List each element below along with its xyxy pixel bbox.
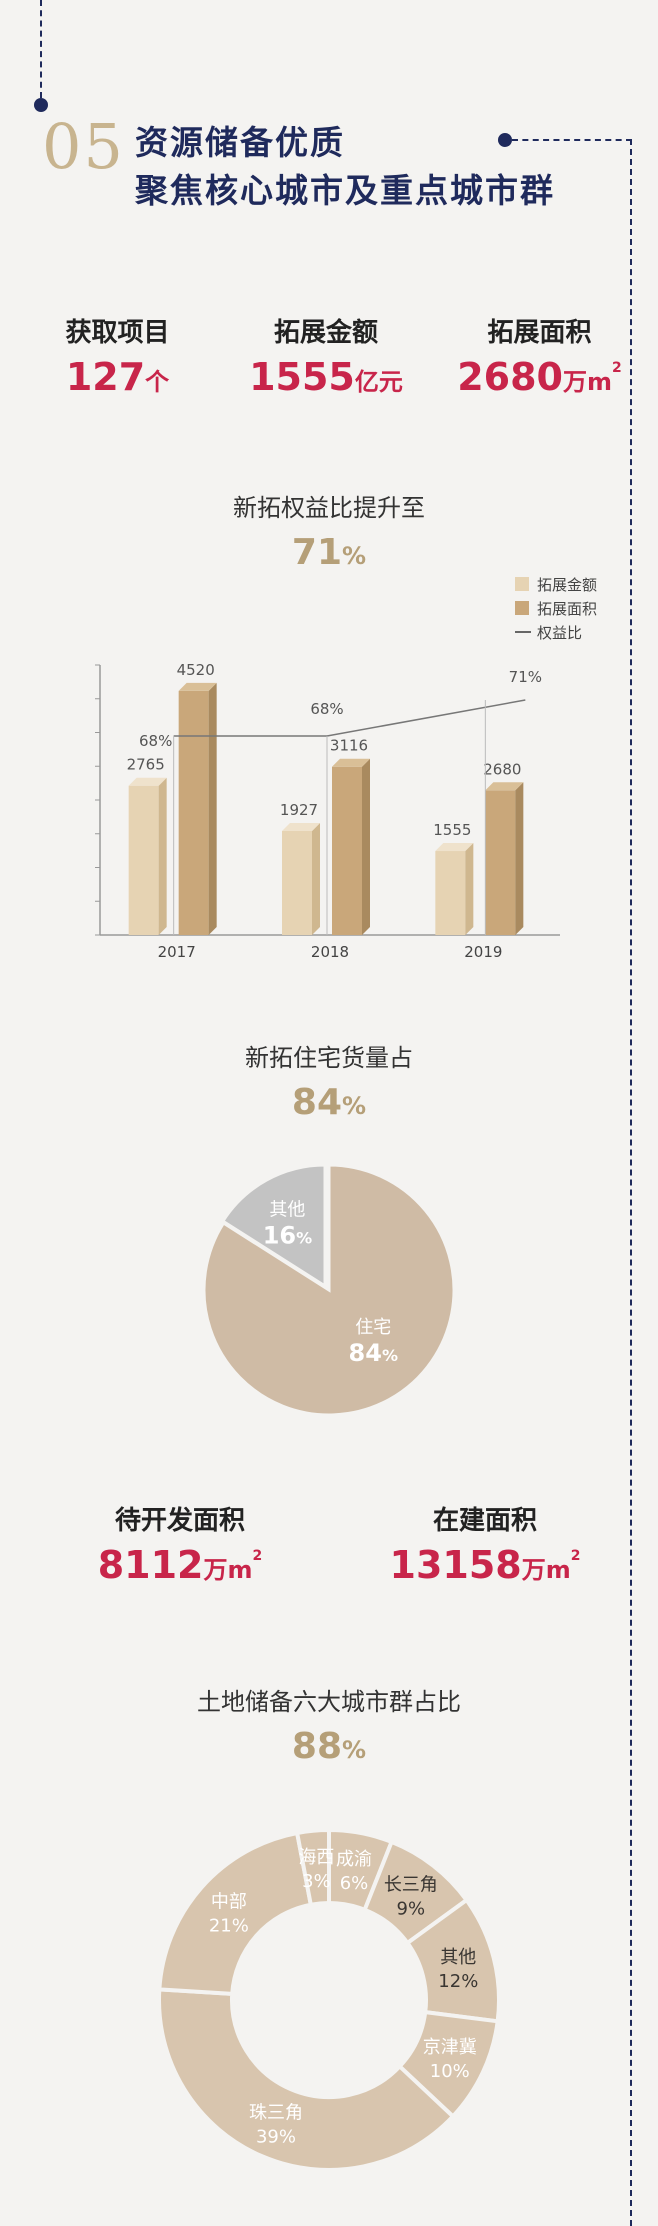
donut-slice-4	[157, 1987, 456, 2172]
donut-value: 39%	[256, 2127, 296, 2148]
bar-side	[208, 682, 217, 935]
pie-label: 住宅	[355, 1317, 391, 1338]
stat-projects: 获取项目 127个	[40, 312, 195, 399]
bar-side	[465, 843, 474, 935]
bar-area-2019	[485, 790, 516, 935]
pie-label: 其他	[269, 1200, 305, 1221]
bar-value-label: 3116	[330, 737, 368, 755]
donut-value: 12%	[438, 1971, 478, 1992]
equity-percent: 71%	[291, 532, 367, 573]
dashed-line-right	[512, 139, 632, 141]
land-percent: 88%	[291, 1726, 367, 1767]
timeline-dot-right	[498, 133, 512, 147]
legend-item-ratio: 权益比	[515, 620, 597, 644]
x-tick-label: 2017	[158, 943, 196, 960]
land-title: 土地储备六大城市群占比	[197, 1688, 461, 1716]
donut-label: 其他	[440, 1947, 476, 1968]
bar-top	[332, 758, 370, 767]
ratio-line	[173, 699, 526, 737]
residential-title: 新拓住宅货量占	[245, 1044, 413, 1072]
bar-side	[515, 782, 524, 935]
residential-percent: 84%	[291, 1082, 367, 1123]
donut-value: 6%	[340, 1873, 369, 1894]
dashed-line-top	[40, 0, 42, 98]
donut-value: 3%	[302, 1871, 331, 1892]
chart-legend: 拓展金额 拓展面积 权益比	[515, 572, 597, 644]
stat-value: 1555亿元	[249, 355, 403, 399]
bar-top	[128, 777, 167, 786]
bar-chart: 2765 4520 2017 1927 3116 2018 1555 2680 2019 68% 6…	[95, 661, 560, 960]
donut-value: 21%	[209, 1916, 249, 1937]
donut-label: 成渝	[336, 1849, 372, 1870]
bar-value-label: 1555	[433, 821, 471, 839]
donut-label: 中部	[211, 1892, 247, 1913]
bar-side	[312, 822, 320, 935]
pie-slice-residential	[202, 1163, 456, 1417]
stat-value: 8112万m2	[97, 1543, 263, 1587]
bar-value-label: 1927	[280, 801, 318, 819]
legend-item-area: 拓展面积	[515, 596, 597, 620]
stat-label: 待开发面积	[114, 1506, 245, 1536]
bar-area-2017	[178, 690, 209, 935]
bar-value-label: 4520	[177, 661, 215, 679]
bar-side	[362, 758, 370, 935]
donut-chart: 成渝 6% 长三角 9% 其他 12% 京津冀 10% 珠三角 39% 中部 21% 海西 3%	[157, 1830, 501, 2172]
stat-label: 拓展面积	[487, 318, 592, 348]
donut-slice-5	[157, 1830, 314, 1997]
bar-top	[435, 843, 474, 852]
bar-amount-2019	[435, 851, 466, 935]
timeline-dot-left	[34, 98, 48, 112]
stat-area: 拓展面积 2680万m2	[452, 312, 627, 399]
stat-label: 拓展金额	[273, 318, 378, 348]
stat-value: 13158万m2	[389, 1543, 581, 1587]
bar-value-label: 2765	[127, 756, 165, 774]
dashed-line-right-vertical	[630, 139, 632, 2226]
stat-value: 127个	[65, 355, 170, 399]
stat-amount: 拓展金额 1555亿元	[236, 312, 416, 399]
bar-side	[158, 777, 167, 935]
section-title-line2: 聚焦核心城市及重点城市群	[135, 171, 555, 210]
section-number: 05	[42, 110, 125, 183]
ratio-label: 68%	[310, 700, 343, 718]
stat-building-area: 在建面积 13158万m2	[380, 1500, 590, 1587]
ratio-label: 68%	[139, 732, 172, 750]
pie-value: 16%	[263, 1222, 312, 1250]
donut-label: 京津冀	[423, 2037, 477, 2058]
stat-label: 获取项目	[65, 318, 170, 348]
pie-slice-other	[220, 1163, 327, 1289]
donut-label: 长三角	[384, 1875, 438, 1896]
donut-label: 珠三角	[249, 2103, 303, 2124]
stat-pending-area: 待开发面积 8112万m2	[70, 1500, 290, 1587]
bar-top	[282, 822, 320, 831]
donut-value: 9%	[397, 1899, 426, 1920]
pie-value: 84%	[349, 1339, 398, 1367]
bar-value-label: 2680	[483, 760, 521, 778]
stat-value: 2680万m2	[457, 355, 622, 399]
x-tick-label: 2018	[311, 943, 349, 960]
bar-top	[485, 782, 524, 791]
ratio-label: 71%	[509, 668, 542, 686]
donut-value: 10%	[430, 2061, 470, 2082]
bar-area-2018	[332, 766, 362, 935]
bar-amount-2017	[128, 785, 159, 935]
legend-item-amount: 拓展金额	[515, 572, 597, 596]
bar-top	[178, 682, 217, 691]
bar-amount-2018	[282, 830, 312, 935]
x-tick-label: 2019	[464, 943, 502, 960]
equity-title: 新拓权益比提升至	[233, 494, 425, 522]
stat-label: 在建面积	[432, 1506, 537, 1536]
section-title-line1: 资源储备优质	[135, 123, 345, 162]
donut-label: 海西	[298, 1847, 334, 1868]
donut-slice-6	[294, 1830, 331, 1908]
